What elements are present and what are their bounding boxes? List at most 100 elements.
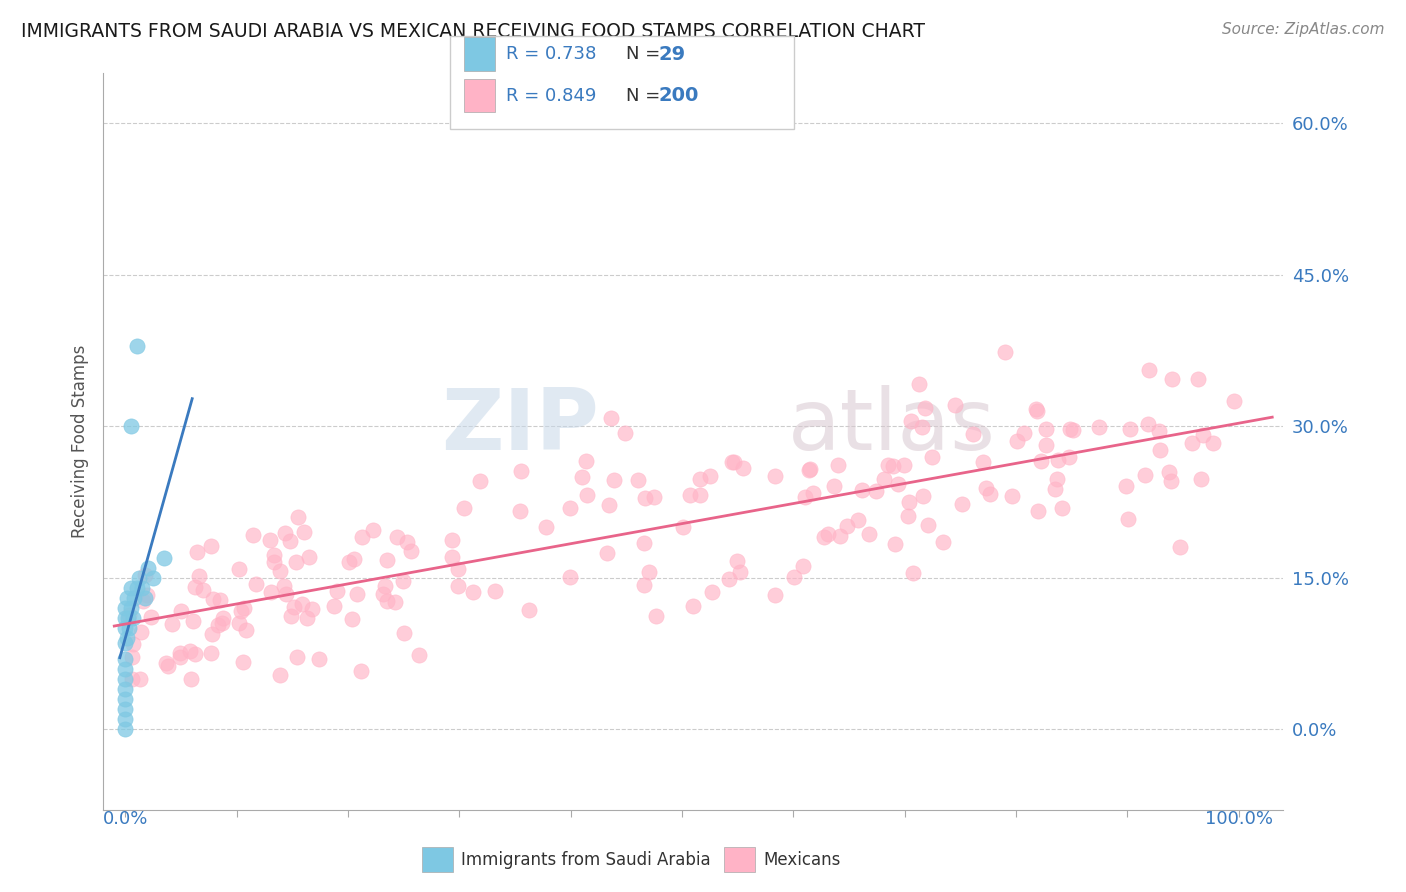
Text: atlas: atlas	[787, 385, 995, 468]
Point	[887, 476, 910, 491]
Text: IMMIGRANTS FROM SAUDI ARABIA VS MEXICAN RECEIVING FOOD STAMPS CORRELATION CHART: IMMIGRANTS FROM SAUDI ARABIA VS MEXICAN …	[21, 22, 925, 41]
Point	[851, 483, 873, 497]
Point	[326, 584, 349, 599]
Point	[846, 513, 869, 527]
Point	[121, 637, 143, 651]
Point	[633, 578, 655, 592]
Point	[1201, 436, 1223, 450]
Point	[114, 681, 136, 696]
Point	[897, 508, 920, 523]
Point	[114, 636, 136, 650]
Point	[114, 601, 136, 615]
Point	[188, 568, 211, 582]
Point	[1035, 422, 1057, 436]
Point	[932, 534, 955, 549]
Point	[994, 344, 1017, 359]
Point	[263, 555, 285, 569]
Point	[291, 598, 314, 612]
Point	[181, 614, 204, 628]
Point	[974, 481, 997, 495]
Point	[571, 470, 593, 484]
Point	[191, 582, 214, 597]
Point	[763, 468, 786, 483]
Point	[817, 527, 839, 541]
Point	[453, 500, 475, 515]
Point	[169, 650, 191, 665]
Point	[799, 461, 821, 475]
Point	[170, 604, 193, 618]
Point	[950, 497, 973, 511]
Point	[1057, 450, 1080, 465]
Point	[157, 658, 180, 673]
Point	[114, 611, 136, 625]
Text: 0.0%: 0.0%	[103, 810, 148, 828]
Y-axis label: Receiving Food Stamps: Receiving Food Stamps	[72, 345, 89, 538]
Point	[783, 570, 806, 584]
Point	[235, 623, 257, 637]
Text: 29: 29	[658, 45, 685, 64]
Text: Mexicans: Mexicans	[763, 851, 841, 869]
Point	[207, 617, 229, 632]
Point	[603, 473, 626, 487]
Point	[242, 528, 264, 542]
Point	[509, 464, 531, 478]
Point	[908, 377, 931, 392]
Point	[120, 419, 142, 434]
Point	[1000, 490, 1022, 504]
Point	[560, 570, 582, 584]
Text: N =: N =	[626, 45, 659, 63]
Point	[914, 401, 936, 415]
Point	[1043, 482, 1066, 496]
Point	[245, 576, 267, 591]
Point	[858, 527, 880, 541]
Point	[576, 488, 599, 502]
Point	[233, 600, 256, 615]
Point	[828, 529, 851, 543]
Text: Immigrants from Saudi Arabia: Immigrants from Saudi Arabia	[461, 851, 711, 869]
Point	[274, 587, 297, 601]
Point	[671, 520, 693, 534]
Point	[118, 621, 141, 635]
Point	[260, 585, 283, 599]
Point	[794, 490, 817, 504]
Point	[517, 603, 540, 617]
Point	[897, 495, 920, 509]
Point	[1160, 474, 1182, 488]
Point	[1170, 540, 1192, 554]
Point	[129, 672, 152, 686]
Point	[128, 571, 150, 585]
Point	[1046, 453, 1069, 467]
Point	[689, 472, 711, 486]
Point	[395, 535, 418, 549]
Point	[179, 643, 201, 657]
Point	[114, 651, 136, 665]
Point	[350, 530, 373, 544]
Point	[374, 579, 396, 593]
Text: N =: N =	[626, 87, 659, 104]
Point	[125, 338, 148, 352]
Point	[184, 647, 207, 661]
Point	[134, 591, 156, 605]
Point	[134, 567, 156, 582]
Point	[534, 520, 557, 534]
Point	[1149, 442, 1171, 457]
Point	[484, 583, 506, 598]
Point	[391, 574, 413, 588]
Point	[1050, 501, 1073, 516]
Point	[1137, 363, 1160, 377]
Point	[962, 426, 984, 441]
Point	[733, 460, 755, 475]
Point	[350, 665, 373, 679]
Point	[139, 610, 162, 624]
Point	[1147, 424, 1170, 438]
Point	[153, 550, 176, 565]
Point	[1025, 402, 1047, 417]
Point	[877, 458, 900, 472]
Point	[1026, 404, 1049, 418]
Point	[873, 472, 896, 486]
Point	[633, 491, 655, 505]
Point	[797, 463, 820, 477]
Point	[763, 588, 786, 602]
Point	[292, 524, 315, 539]
Point	[394, 625, 416, 640]
